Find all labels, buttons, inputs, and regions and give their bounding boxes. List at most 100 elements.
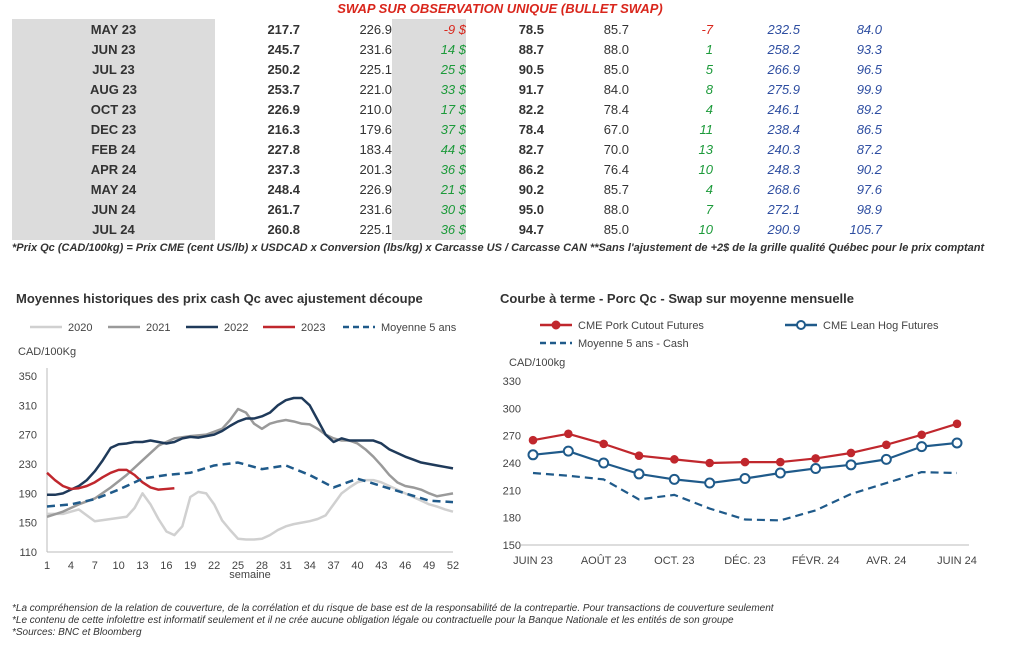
chart2-x-tick: JUIN 24: [937, 555, 977, 567]
charts-canvas: 110 150 190 230 270 310 350 1 4 7 10 13 16 19 22 25 28 31…: [18, 320, 977, 581]
table-cell: 217.7: [267, 21, 300, 37]
table-cell: 96.5: [856, 61, 882, 77]
chart2-point: [917, 430, 926, 440]
chart2-x-tick: AVR. 24: [866, 555, 906, 567]
chart2-point: [598, 457, 610, 469]
table-row: JUL 24 260.8 225.1 36 $ 94.7 85.0 10 290.9 105.7: [12, 219, 882, 241]
table-cell: 225.1: [359, 222, 392, 238]
table-cell: APR 24: [12, 159, 215, 180]
chart1-x-tick: 52: [447, 560, 459, 572]
chart2-point: [705, 458, 714, 468]
table-cell: JUN 23: [12, 39, 215, 60]
table-cell: 89.2: [856, 101, 882, 117]
chart2-point: [704, 477, 716, 489]
footnote-2: *Le contenu de cette infolettre est info…: [12, 615, 734, 626]
table-title: SWAP SUR OBSERVATION UNIQUE (BULLET SWAP…: [337, 1, 663, 16]
table-cell: -9 $: [392, 19, 466, 40]
chart1-y-tick: 350: [19, 371, 37, 383]
table-cell: 7: [705, 202, 713, 218]
table-row: AUG 23 253.7 221.0 33 $ 91.7 84.0 8 275.9 99.9: [12, 79, 882, 100]
chart2-point: [528, 435, 538, 445]
table-cell: 85.7: [603, 21, 629, 37]
table-cell: 210.0: [359, 101, 392, 117]
chart1-x-label: semaine: [229, 569, 271, 581]
table-cell: 36 $: [392, 219, 466, 241]
table-cell: 253.7: [267, 81, 300, 97]
table-cell: 78.4: [518, 122, 544, 138]
table-cell: 4: [705, 101, 713, 117]
chart1-y-tick: 150: [19, 518, 37, 530]
chart2-point: [634, 451, 644, 461]
chart2-x-tick: DÉC. 23: [724, 554, 766, 567]
chart2-point: [670, 455, 679, 464]
chart1-x-tick: 25: [232, 560, 244, 572]
footnotes: *La compréhension de la relation de couv…: [12, 603, 774, 639]
table-cell: 90.2: [518, 182, 544, 198]
chart2-y-tick: 210: [503, 485, 521, 497]
chart1-series-2021: [46, 407, 454, 518]
chart2-point: [668, 473, 680, 485]
chart2-x-tick: AOÛT 23: [581, 554, 627, 567]
chart1-x-tick: 10: [113, 560, 125, 572]
table-cell: 5: [705, 61, 713, 77]
table-cell: JUN 24: [12, 199, 215, 220]
table-cell: 105.7: [849, 222, 882, 238]
table-cell: 227.8: [267, 142, 300, 158]
table-row: OCT 23 226.9 210.0 17 $ 82.2 78.4 4 246.1 89.2: [12, 99, 882, 120]
chart1-x-tick: 16: [160, 560, 172, 572]
table-cell: 201.3: [359, 162, 392, 178]
chart2-point: [916, 441, 928, 453]
chart2-legend-1-marker: [796, 320, 806, 330]
chart2-series-2: [532, 471, 958, 522]
chart1-y-label: CAD/100Kg: [18, 346, 76, 358]
chart1-legend-4-label: Moyenne 5 ans: [381, 322, 457, 334]
chart1-series-2020: [47, 478, 454, 541]
chart2-title: Courbe à terme - Porc Qc - Swap sur moye…: [500, 291, 854, 306]
table-cell: DEC 23: [12, 119, 215, 140]
chart2-point: [739, 472, 751, 484]
table-cell: -7: [701, 21, 713, 37]
chart2-point: [882, 440, 891, 450]
table-cell: 275.9: [767, 81, 800, 97]
table-cell: 260.8: [267, 222, 300, 238]
table-cell: 14 $: [392, 39, 466, 60]
chart1-x-tick: 37: [327, 560, 339, 572]
table-cell: 225.1: [359, 61, 392, 77]
chart1-title: Moyennes historiques des prix cash Qc av…: [16, 291, 423, 306]
chart2-point: [811, 454, 820, 463]
table-cell: 67.0: [603, 122, 629, 138]
table-cell: 84.0: [603, 81, 629, 97]
table-cell: 21 $: [392, 179, 466, 200]
table-cell: 95.0: [518, 202, 544, 218]
chart1-x-tick: 28: [256, 560, 268, 572]
chart2-point: [951, 437, 963, 449]
chart2-point: [740, 457, 750, 467]
table-cell: 8: [705, 81, 713, 97]
chart1-x-tick: 22: [208, 560, 220, 572]
table-cell: 248.3: [767, 162, 800, 178]
table-row: JUL 23 250.2 225.1 25 $ 90.5 85.0 5 266.9 96.5: [12, 59, 882, 80]
chart2-y-tick: 270: [503, 431, 521, 443]
table-cell: 266.9: [767, 61, 800, 77]
table-cell: MAY 24: [12, 179, 215, 200]
table-cell: 226.9: [359, 21, 392, 37]
chart2-point: [880, 453, 892, 465]
table-cell: 86.2: [518, 162, 544, 178]
table-cell: JUL 23: [12, 59, 215, 80]
chart2-point: [952, 419, 962, 429]
chart1-x-tick: 1: [44, 560, 50, 572]
table-cell: 13: [698, 142, 713, 158]
chart1-legend-0-label: 2020: [68, 322, 92, 334]
table-cell: 85.0: [603, 222, 629, 238]
table-cell: 216.3: [267, 122, 300, 138]
chart1-x-tick: 13: [136, 560, 148, 572]
chart2-legend-1-label: CME Lean Hog Futures: [823, 320, 939, 332]
chart2-point: [810, 462, 822, 474]
chart1-x-tick: 34: [304, 560, 316, 572]
table-cell: 290.9: [767, 222, 800, 238]
table-cell: 36 $: [392, 159, 466, 180]
chart1-x-tick: 4: [68, 560, 74, 572]
chart2-point: [599, 439, 608, 449]
chart1-y-tick: 110: [19, 547, 37, 559]
table-cell: OCT 23: [12, 99, 215, 120]
